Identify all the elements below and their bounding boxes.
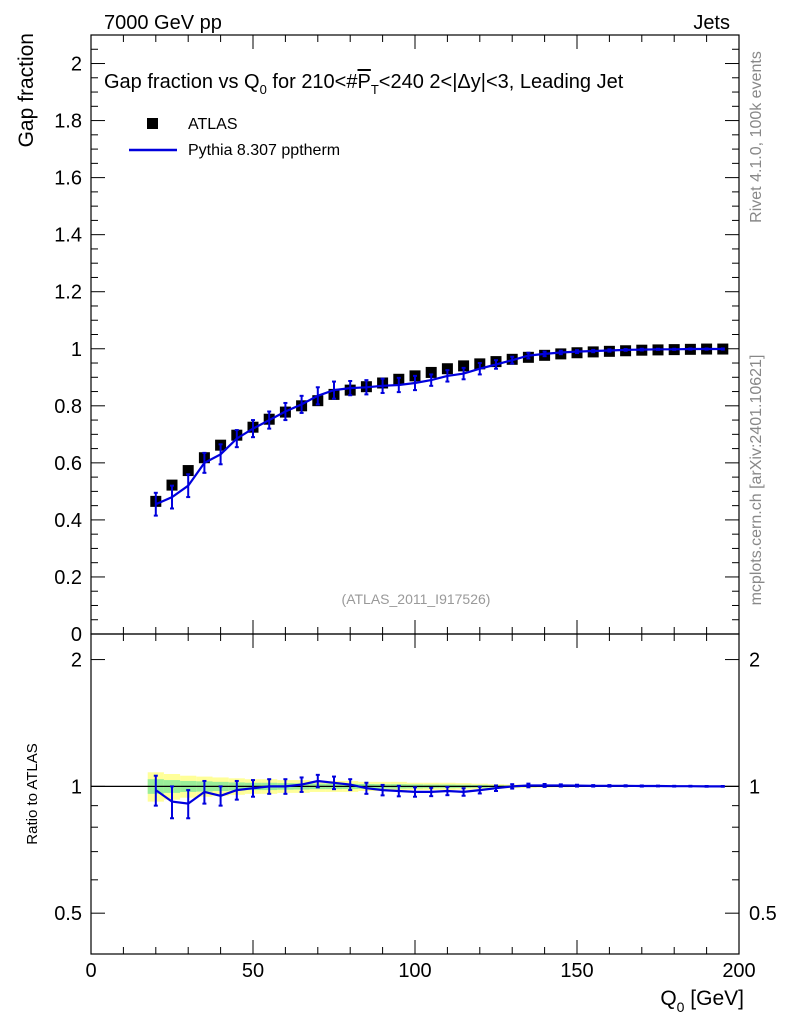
main-y-tick-label: 1: [71, 339, 82, 361]
main-y-tick-label: 1.2: [54, 282, 82, 304]
ratio-y-tick-label-right: 2: [749, 650, 760, 672]
title-pre: Gap fraction vs Q: [104, 71, 260, 93]
x-axis-label-unit: [GeV]: [684, 987, 744, 1010]
legend-label-atlas: ATLAS: [188, 116, 238, 133]
ratio-y-tick-label-left: 2: [71, 650, 82, 672]
main-y-tick-label: 0.4: [54, 510, 82, 532]
mcplots-label: mcplots.cern.ch [arXiv:2401.10621]: [748, 355, 765, 606]
x-tick-label: 200: [722, 960, 755, 982]
legend-label-pythia: Pythia 8.307 pptherm: [188, 142, 340, 159]
legend-marker-atlas: [147, 118, 158, 129]
title-p-sub: T: [371, 82, 379, 97]
ratio-y-tick-label-left: 0.5: [54, 903, 82, 925]
x-axis-label-sub: 0: [677, 999, 685, 1015]
energy-label: 7000 GeV pp: [104, 12, 222, 34]
watermark-label: (ATLAS_2011_I917526): [342, 591, 491, 607]
ratio-y-tick-label-right: 0.5: [749, 903, 777, 925]
main-y-tick-label: 0.2: [54, 567, 82, 589]
ratio-y-tick-label-left: 1: [71, 776, 82, 798]
title-p: P: [357, 71, 370, 93]
main-y-tick-label: 0.6: [54, 453, 82, 475]
rivet-label: Rivet 4.1.0, 100k events: [748, 51, 765, 223]
x-tick-label: 100: [398, 960, 431, 982]
x-tick-label: 50: [242, 960, 264, 982]
title-mid: for 210<#: [267, 71, 359, 93]
main-y-tick-label: 1.8: [54, 111, 82, 133]
main-y-tick-label: 1.6: [54, 168, 82, 190]
main-y-tick-label: 0: [71, 624, 82, 646]
ratio-y-tick-label-right: 1: [749, 776, 760, 798]
main-y-tick-label: 2: [71, 54, 82, 76]
title-q-sub: 0: [260, 82, 267, 97]
main-y-tick-label: 1.4: [54, 225, 82, 247]
main-y-axis-label: Gap fraction: [15, 33, 38, 147]
category-label: Jets: [693, 12, 730, 34]
x-tick-label: 0: [85, 960, 96, 982]
x-axis-label-main: Q: [660, 987, 676, 1010]
main-y-tick-label: 0.8: [54, 396, 82, 418]
title-post: <240 2<|Δy|<3, Leading Jet: [379, 71, 624, 93]
x-tick-label: 150: [560, 960, 593, 982]
ratio-y-axis-label: Ratio to ATLAS: [24, 743, 41, 844]
